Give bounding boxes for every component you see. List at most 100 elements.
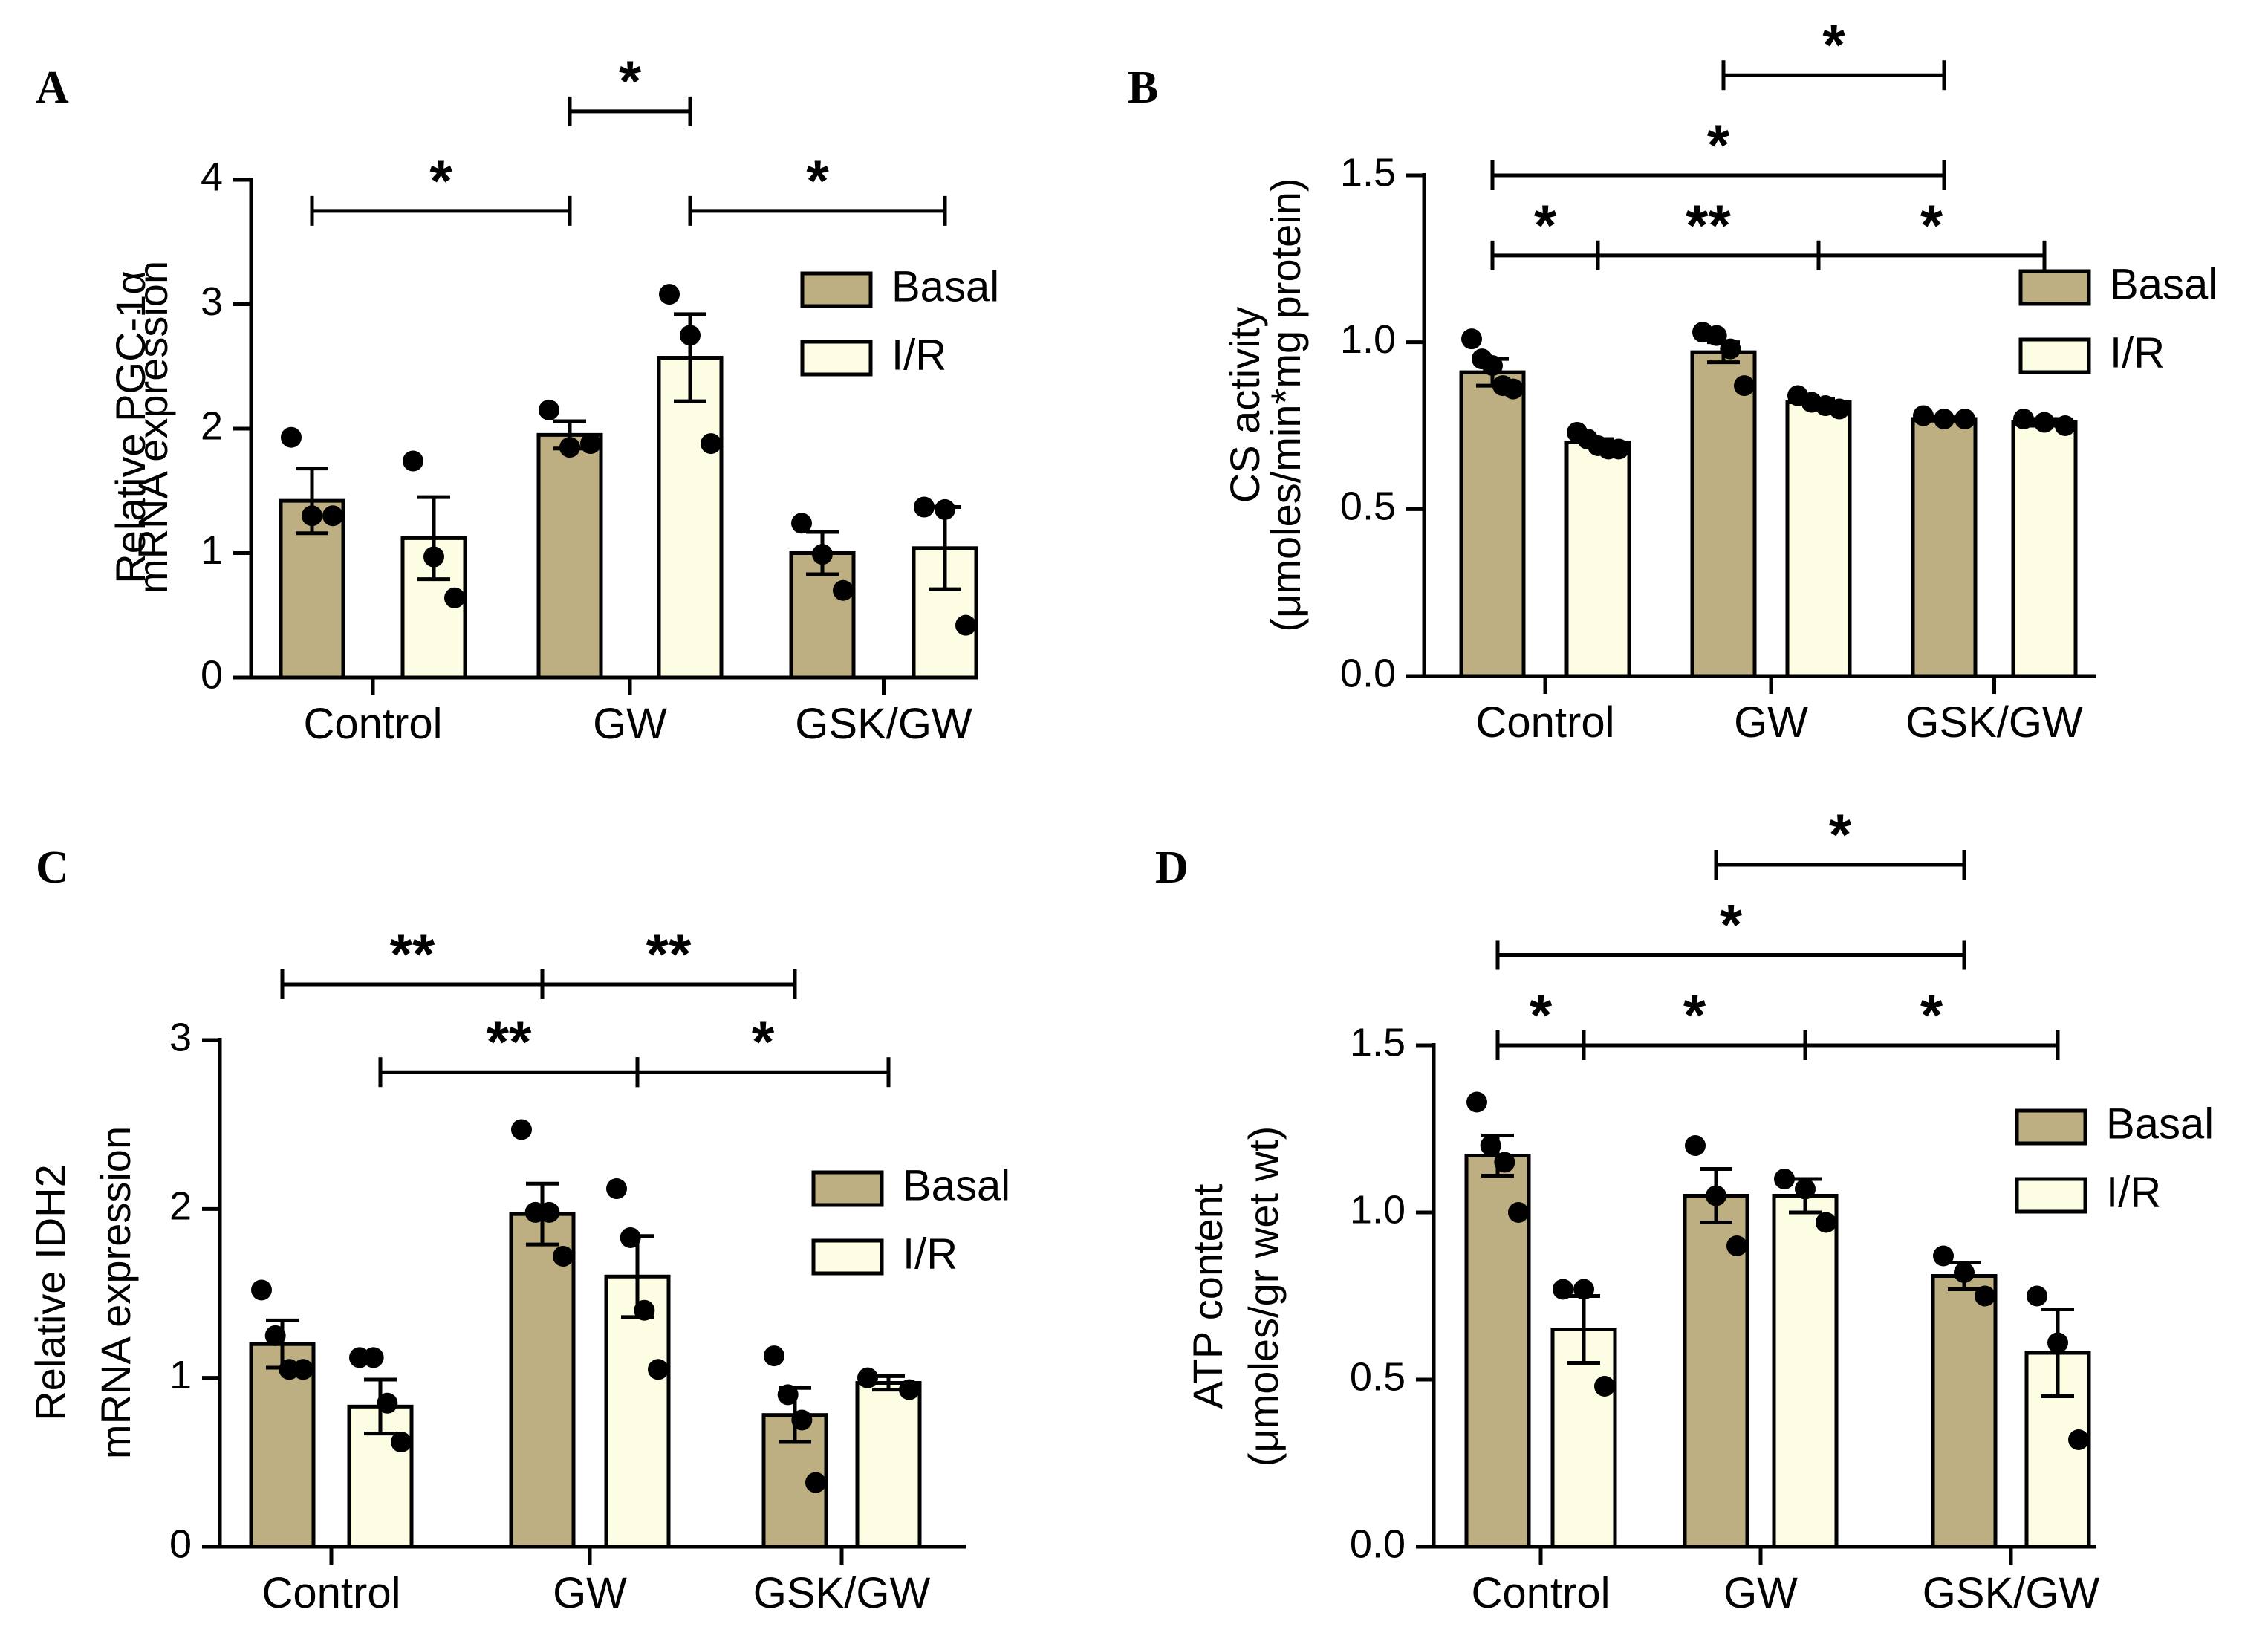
data-point — [899, 1379, 920, 1400]
legend-swatch — [800, 340, 873, 377]
x-tick-label: GW — [1734, 698, 1808, 747]
data-point — [403, 450, 423, 472]
significance-label: ** — [390, 921, 435, 987]
panel-letter: B — [1128, 62, 1158, 113]
legend: Basal I/R — [800, 262, 999, 379]
bar-basal-gw — [536, 432, 603, 680]
data-point — [606, 1178, 627, 1200]
bar-ir-gsk-gw — [2011, 420, 2078, 678]
data-point — [1829, 398, 1850, 420]
y-axis-label: CS activity(μmoles/min*mg protein) — [1221, 178, 1309, 631]
bar-basal-gsk-gw — [1911, 417, 1978, 678]
panel-C: C Relative IDH2 mRNA expression 0 1 2 3 Control… — [27, 842, 1010, 1617]
y-tick-label: 3 — [169, 1015, 192, 1059]
bar-ir-gw — [657, 356, 724, 680]
significance-bracket: * — [1490, 112, 1946, 190]
significance-label: * — [1720, 892, 1743, 958]
significance-bracket: ** — [280, 921, 545, 999]
y-axis-label-line: ATP content — [1184, 1183, 1231, 1409]
data-point — [1955, 409, 1975, 430]
significance-bracket: * — [1582, 982, 1807, 1060]
significance-bracket: * — [1495, 892, 1966, 970]
data-point — [1734, 375, 1755, 397]
y-tick-label: 0.0 — [1340, 651, 1396, 695]
significance-bracket: * — [310, 148, 572, 226]
data-point — [251, 1279, 272, 1301]
y-axis-label-line: mRNA expression — [92, 1126, 139, 1459]
x-tick-label: Control — [304, 700, 443, 748]
data-point — [322, 505, 343, 527]
legend-swatch — [2018, 337, 2091, 374]
significance-label: * — [1530, 982, 1553, 1048]
data-point — [391, 1432, 412, 1453]
y-axis-label-line: mRNA expression — [129, 261, 176, 594]
significance-label: ** — [646, 921, 692, 987]
y-axis-label-line: CS activity — [1221, 307, 1268, 504]
x-tick-label: GSK/GW — [1923, 1569, 2100, 1617]
legend-label: I/R — [903, 1230, 958, 1278]
significance-label: * — [1534, 192, 1557, 258]
data-point — [833, 579, 854, 601]
significance-label: * — [1829, 802, 1852, 867]
significance-label: * — [429, 148, 452, 213]
significance-bracket: * — [1803, 982, 2060, 1060]
data-point — [1816, 1212, 1836, 1233]
data-point — [812, 544, 833, 565]
data-point — [2047, 1332, 2068, 1354]
y-axis-label: Relative IDH2 mRNA expression — [27, 1126, 139, 1459]
data-point — [1466, 1091, 1487, 1113]
data-point — [680, 325, 701, 346]
data-point — [264, 1325, 286, 1346]
data-point — [363, 1347, 384, 1368]
y-tick-label: 1.0 — [1350, 1187, 1406, 1232]
data-point — [553, 1245, 574, 1267]
y-axis-label-line: Relative IDH2 — [27, 1164, 74, 1420]
data-point — [1913, 405, 1934, 426]
x-tick-label: Control — [262, 1569, 401, 1617]
significance-label: * — [1707, 112, 1730, 178]
data-point — [1706, 325, 1727, 346]
significance-bracket: ** — [1596, 192, 1821, 270]
data-point — [701, 433, 721, 455]
legend: Basal I/R — [2015, 1100, 2214, 1216]
bar-basal-control — [1459, 370, 1526, 678]
bar-ir-gw — [1772, 1194, 1839, 1549]
y-tick-label: 0 — [169, 1521, 192, 1566]
y-tick-label: 4 — [201, 155, 223, 199]
data-point — [1482, 355, 1503, 377]
data-point — [659, 284, 680, 305]
significance-bracket: * — [635, 1009, 891, 1088]
data-point — [1975, 1285, 1995, 1307]
y-tick-label: 2 — [169, 1184, 192, 1229]
y-axis-label-line: (μmoles/gr wet wt) — [1240, 1126, 1287, 1467]
significance-label: * — [619, 48, 642, 114]
data-point — [1494, 1152, 1515, 1173]
legend-label: Basal — [2106, 1100, 2214, 1148]
legend-swatch — [2015, 1177, 2087, 1214]
data-point — [2013, 409, 2034, 430]
data-point — [2034, 412, 2055, 433]
data-point — [1954, 1262, 1975, 1283]
y-tick-label: 0.5 — [1340, 484, 1396, 529]
data-point — [764, 1345, 784, 1367]
data-point — [1726, 1235, 1747, 1256]
legend: Basal I/R — [2018, 260, 2217, 377]
data-point — [805, 1472, 826, 1493]
data-point — [1553, 1279, 1573, 1300]
significance-bracket: * — [1714, 802, 1966, 880]
panel-letter: C — [36, 842, 69, 893]
data-point — [634, 1299, 655, 1321]
y-tick-label: 0 — [201, 652, 223, 697]
x-tick-label: Control — [1476, 698, 1615, 747]
significance-label: * — [752, 1009, 775, 1074]
data-point — [580, 433, 601, 455]
data-point — [791, 1409, 813, 1431]
data-point — [423, 546, 444, 568]
legend-swatch — [2015, 1108, 2087, 1146]
significance-bracket: * — [1816, 192, 2047, 270]
data-point — [293, 1359, 313, 1380]
data-point — [1594, 1376, 1615, 1397]
data-point — [559, 437, 580, 458]
